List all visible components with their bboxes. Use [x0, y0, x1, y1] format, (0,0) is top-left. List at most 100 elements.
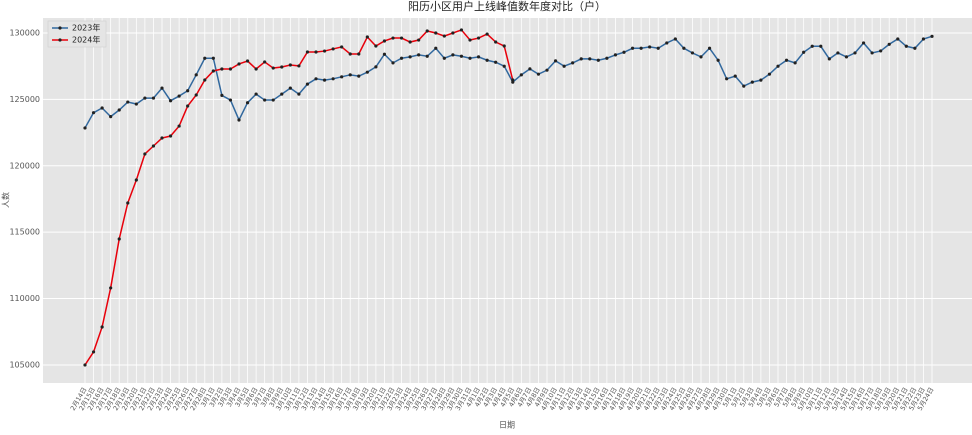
data-point: [211, 56, 215, 60]
data-point: [168, 99, 173, 103]
data-point: [134, 102, 138, 106]
data-point: [117, 237, 121, 241]
data-point: [417, 38, 421, 42]
data-point: [83, 363, 87, 367]
data-point: [673, 37, 677, 41]
data-point: [340, 75, 344, 79]
data-point: [442, 34, 446, 38]
data-point: [665, 41, 669, 45]
data-point: [331, 47, 335, 51]
data-point: [476, 55, 481, 59]
data-point: [451, 31, 455, 35]
data-point: [707, 46, 712, 50]
data-point: [553, 59, 558, 63]
data-point: [228, 98, 233, 102]
data-point: [887, 42, 891, 46]
data-point: [297, 92, 301, 96]
data-point: [126, 201, 130, 205]
data-point: [254, 67, 258, 71]
data-point: [434, 31, 438, 35]
data-point: [793, 61, 797, 65]
data-point: [399, 36, 404, 40]
data-point: [853, 51, 857, 55]
data-point: [83, 126, 87, 130]
data-point: [391, 61, 395, 65]
data-point: [314, 50, 318, 54]
data-point: [930, 34, 934, 38]
data-point: [305, 50, 310, 54]
data-point: [425, 29, 429, 33]
data-point: [442, 56, 446, 60]
legend-label: 2023年: [72, 23, 100, 33]
data-point: [143, 96, 147, 100]
data-point: [485, 32, 489, 36]
data-point: [879, 49, 883, 53]
data-point: [271, 98, 275, 102]
legend-marker: [58, 38, 62, 42]
data-point: [220, 67, 224, 71]
data-point: [836, 51, 840, 55]
data-point: [417, 53, 421, 57]
data-point: [160, 136, 164, 140]
data-point: [844, 55, 849, 59]
data-point: [340, 45, 344, 49]
data-point: [151, 96, 156, 100]
data-point: [160, 86, 164, 90]
data-point: [408, 55, 412, 59]
data-point: [725, 77, 729, 81]
data-point: [536, 72, 541, 76]
data-point: [656, 46, 660, 50]
data-point: [630, 46, 635, 50]
y-tick-label: 125000: [9, 95, 40, 104]
data-point: [177, 94, 181, 98]
data-point: [194, 73, 198, 77]
data-point: [913, 46, 917, 50]
y-tick-label: 110000: [9, 294, 40, 303]
y-tick-label: 120000: [9, 161, 40, 170]
chart-title: 阳历小区用户上线峰值数年度对比（户）: [408, 0, 606, 13]
data-point: [408, 40, 412, 44]
data-point: [605, 56, 609, 60]
data-point: [682, 46, 686, 50]
data-point: [117, 108, 121, 112]
data-point: [485, 58, 489, 62]
data-point: [502, 44, 506, 48]
data-point: [357, 74, 361, 78]
data-point: [177, 124, 181, 128]
data-point: [827, 57, 831, 61]
data-point: [391, 36, 395, 40]
data-point: [690, 51, 695, 55]
data-point: [151, 144, 156, 148]
data-point: [622, 50, 626, 54]
data-point: [870, 51, 874, 55]
y-tick-label: 105000: [9, 360, 40, 369]
data-point: [699, 55, 703, 59]
legend-box: [47, 20, 107, 48]
data-point: [203, 56, 207, 60]
y-axis-label: 人数: [1, 192, 11, 208]
legend-label: 2024年: [72, 35, 100, 45]
data-point: [186, 104, 190, 108]
data-point: [126, 100, 130, 104]
data-point: [819, 44, 823, 48]
data-point: [399, 56, 404, 60]
data-point: [134, 178, 138, 182]
data-point: [528, 67, 532, 71]
data-point: [245, 101, 250, 105]
data-point: [322, 49, 327, 53]
data-point: [331, 77, 335, 81]
data-point: [280, 65, 284, 69]
data-point: [254, 92, 258, 96]
data-point: [759, 78, 763, 82]
data-point: [519, 73, 523, 77]
data-point: [271, 66, 275, 70]
data-point: [494, 40, 498, 44]
data-point: [459, 54, 464, 58]
data-point: [374, 65, 378, 69]
data-point: [588, 57, 592, 61]
data-point: [288, 63, 292, 67]
data-point: [434, 46, 438, 50]
data-point: [742, 84, 746, 88]
data-point: [314, 77, 318, 81]
